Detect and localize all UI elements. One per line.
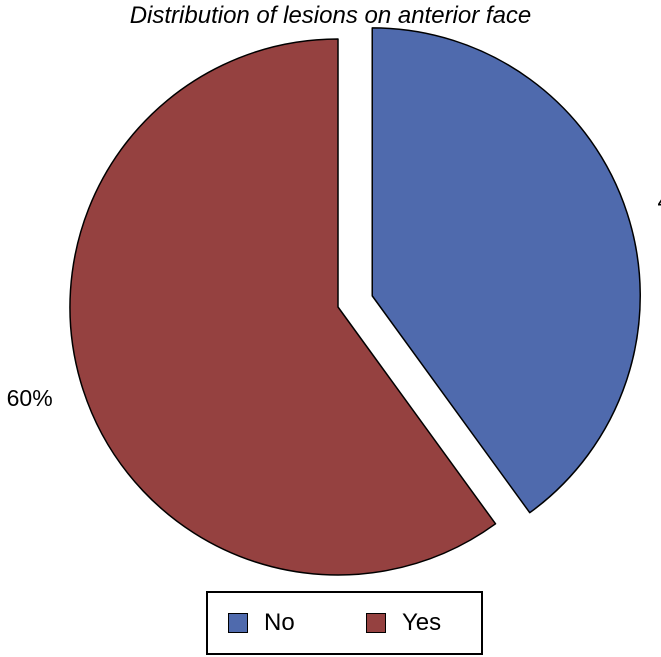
- slice-label-yes: 60%: [7, 385, 53, 411]
- pie-plot-area: 40% 60%: [7, 27, 661, 576]
- legend-item-yes: Yes: [366, 593, 441, 653]
- slice-label-no: 40%: [658, 188, 661, 214]
- legend-swatch-yes: [366, 613, 386, 633]
- legend-label-no: No: [264, 609, 295, 636]
- legend-label-yes: Yes: [402, 609, 442, 636]
- pie-slice-no: [371, 27, 641, 514]
- legend: No Yes: [206, 591, 483, 655]
- legend-item-no: No: [228, 593, 295, 653]
- legend-swatch-no: [228, 613, 248, 633]
- chart-title: Distribution of lesions on anterior face: [129, 2, 532, 29]
- pie-slice-yes: [69, 38, 497, 576]
